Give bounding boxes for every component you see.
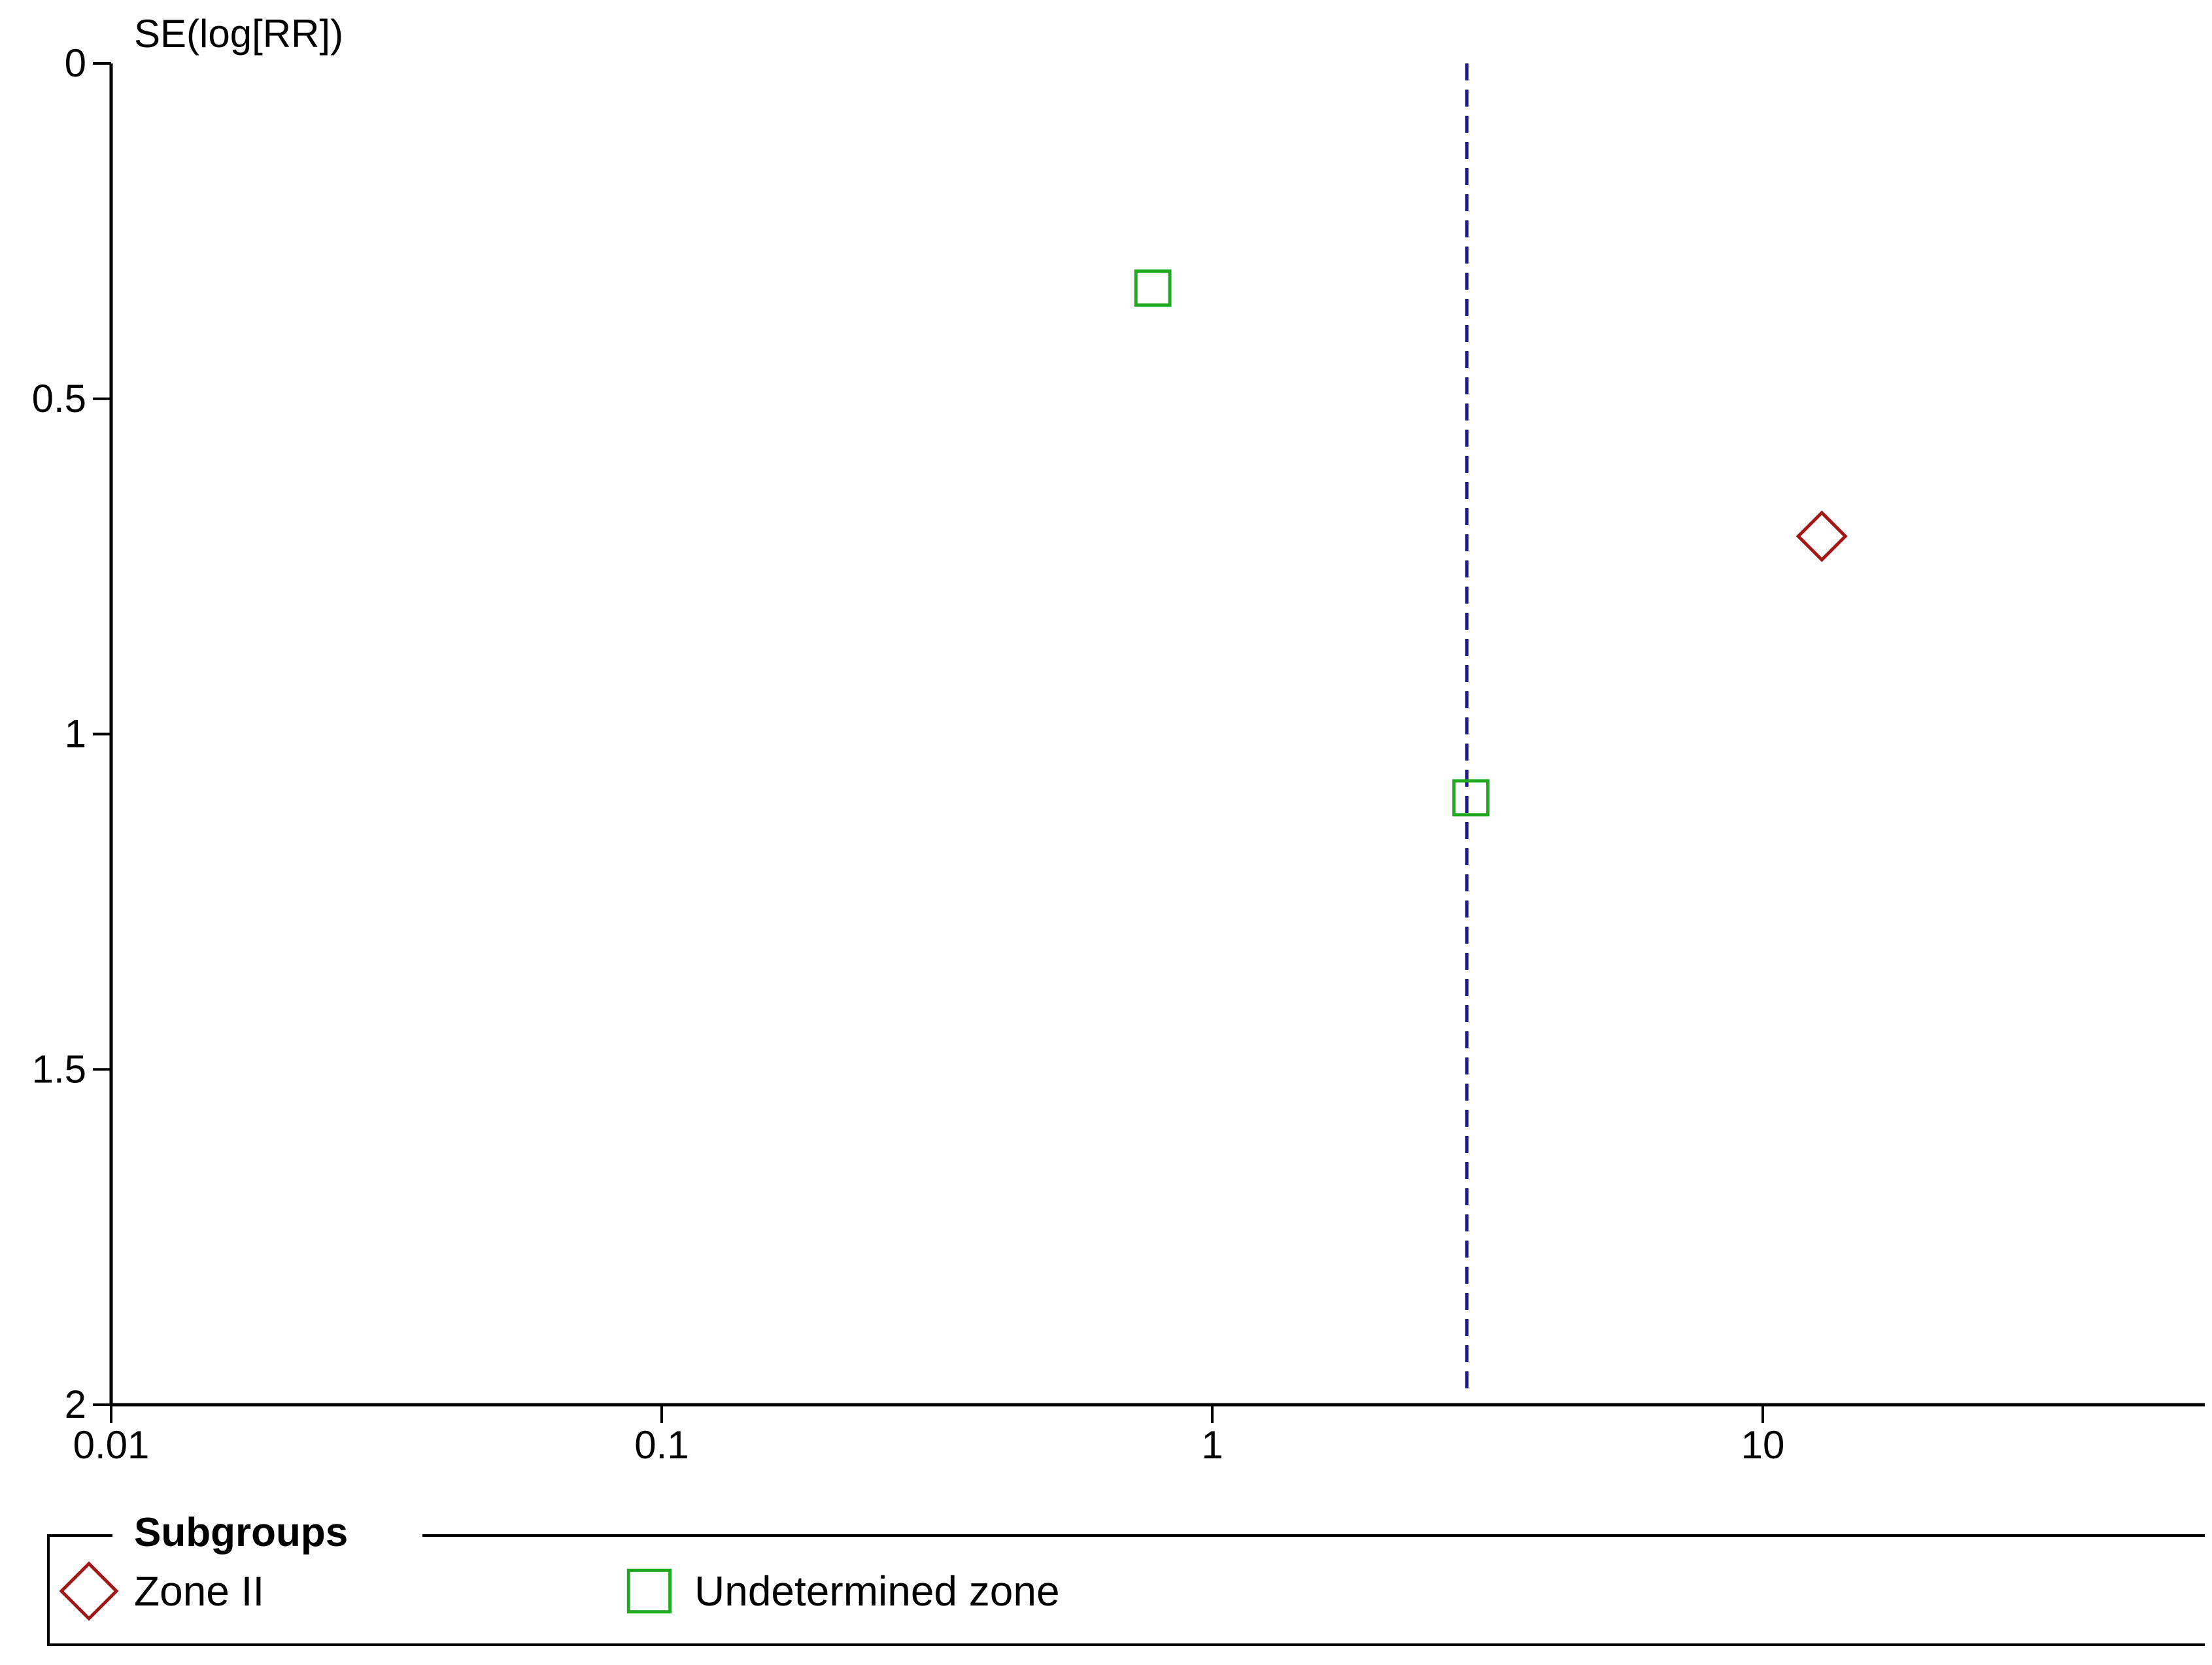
data-points	[1134, 269, 1848, 817]
legend-diamond-icon	[59, 1561, 119, 1621]
data-point-square	[1134, 269, 1172, 307]
y-tick-label: 0.5	[32, 377, 86, 421]
legend: Subgroups Zone II Undetermined zone	[47, 1510, 2205, 1646]
data-point-diamond	[1795, 510, 1848, 562]
legend-title: Subgroups	[134, 1510, 348, 1555]
axes: 0 0.5 1 1.5 20.01 0.1 1 10	[32, 41, 2205, 1467]
y-tick-label: 2	[65, 1382, 86, 1426]
x-tick-label: 0.01	[73, 1423, 150, 1467]
y-tick-label: 0	[65, 41, 86, 85]
legend-square-icon	[626, 1568, 672, 1614]
legend-entry-label: Undetermined zone	[694, 1568, 1060, 1615]
legend-entry-label: Zone II	[134, 1568, 264, 1615]
legend-frame	[47, 1534, 2205, 1646]
y-tick-label: 1	[65, 712, 86, 756]
x-tick-label: 1	[1201, 1423, 1223, 1467]
x-tick-label: 10	[1741, 1423, 1785, 1467]
y-axis-label: SE(log[RR])	[134, 12, 343, 56]
data-point-square	[1452, 779, 1490, 817]
y-tick-label: 1.5	[32, 1047, 86, 1091]
x-tick-label: 0.1	[634, 1423, 689, 1467]
legend-entries: Zone II Undetermined zone	[59, 1561, 1060, 1621]
